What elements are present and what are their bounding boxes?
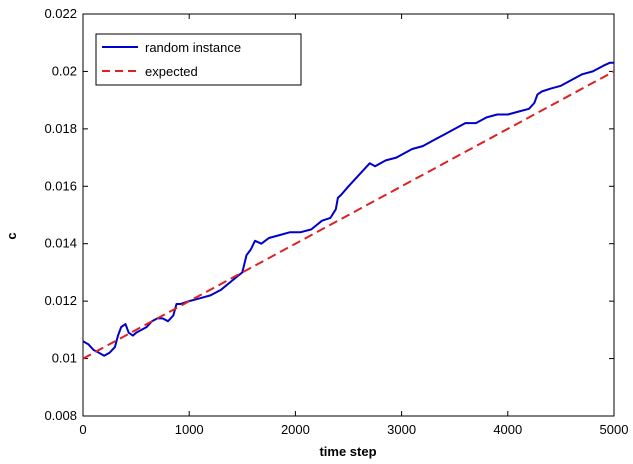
x-tick-label: 4000	[493, 422, 522, 437]
y-tick-label: 0.014	[44, 236, 77, 251]
x-tick-label: 1000	[175, 422, 204, 437]
x-tick-label: 3000	[387, 422, 416, 437]
y-tick-label: 0.02	[52, 63, 77, 78]
series-line-expected	[82, 70, 615, 360]
series-layer	[82, 61, 615, 360]
y-tick-label: 0.008	[44, 408, 77, 423]
legend: random instance expected	[95, 33, 302, 86]
y-tick-label: 0.01	[52, 351, 77, 366]
y-tick-label: 0.012	[44, 293, 77, 308]
series-line-random-instance	[82, 61, 614, 357]
y-axis-label: c	[4, 232, 19, 239]
legend-box	[95, 33, 302, 86]
x-tick-label: 2000	[281, 422, 310, 437]
x-tick-label: 0	[79, 422, 86, 437]
x-axis: 0 1000 2000 3000 4000 5000	[79, 14, 628, 437]
x-tick-label: 5000	[600, 422, 629, 437]
x-axis-label: time step	[319, 444, 376, 459]
y-tick-label: 0.022	[44, 6, 77, 21]
legend-label-random-instance: random instance	[145, 40, 241, 55]
y-tick-label: 0.016	[44, 178, 77, 193]
y-tick-label: 0.018	[44, 121, 77, 136]
y-axis: 0.008 0.01 0.012 0.014 0.016 0.018 0.02 0.022	[44, 6, 614, 423]
legend-label-expected: expected	[145, 64, 198, 79]
